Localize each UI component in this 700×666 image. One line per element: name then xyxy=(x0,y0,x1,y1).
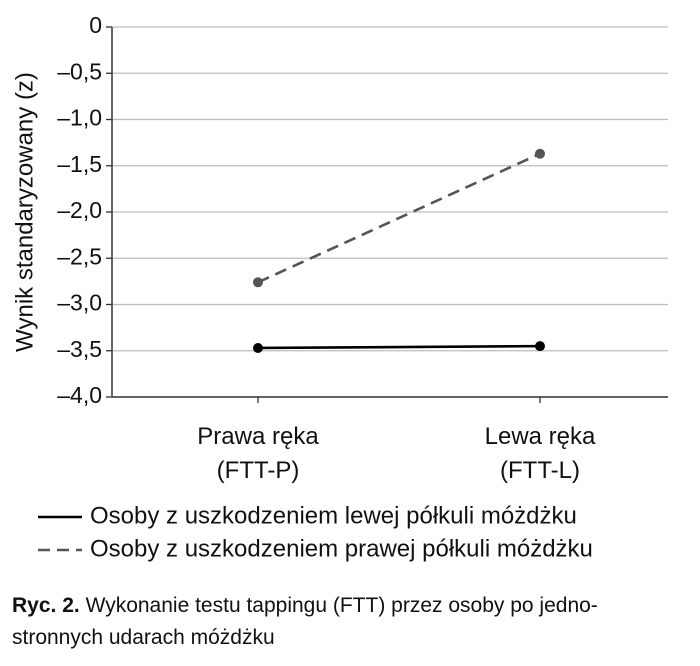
y-tick-label: 0 xyxy=(89,12,102,38)
series-line xyxy=(257,344,541,350)
y-tick-label: –3,5 xyxy=(57,336,102,362)
legend-label: Osoby z uszkodzeniem prawej półkuli móżd… xyxy=(90,535,593,562)
legend-label: Osoby z uszkodzeniem lewej półkuli móżdż… xyxy=(90,502,577,529)
point xyxy=(535,148,545,159)
caption-label: Ryc. 2. xyxy=(12,594,80,617)
y-tick-label: –3,0 xyxy=(57,290,102,316)
point xyxy=(535,341,545,352)
y-axis-label: Wynik standaryzowany (z) xyxy=(11,72,38,352)
caption: Ryc. 2. Wykonanie testu tappingu (FTT) p… xyxy=(12,590,692,654)
caption-text: Wykonanie testu tappingu (FTT) przez oso… xyxy=(12,594,598,649)
point xyxy=(253,277,263,288)
x-tick-label: Prawa ręka (FTT-P) xyxy=(197,423,319,484)
y-tick-label: –2,5 xyxy=(57,243,102,269)
y-tick-label: –4,0 xyxy=(57,382,102,408)
point xyxy=(253,342,263,353)
x-tick-label: Lewa ręka (FTT-L) xyxy=(484,423,596,484)
y-tick-label: –1,5 xyxy=(57,151,102,177)
y-tick-label: –0,5 xyxy=(57,58,102,84)
series-line xyxy=(257,152,541,284)
y-tick-label: –1,0 xyxy=(57,105,102,131)
y-tick-label: –2,0 xyxy=(57,197,102,223)
